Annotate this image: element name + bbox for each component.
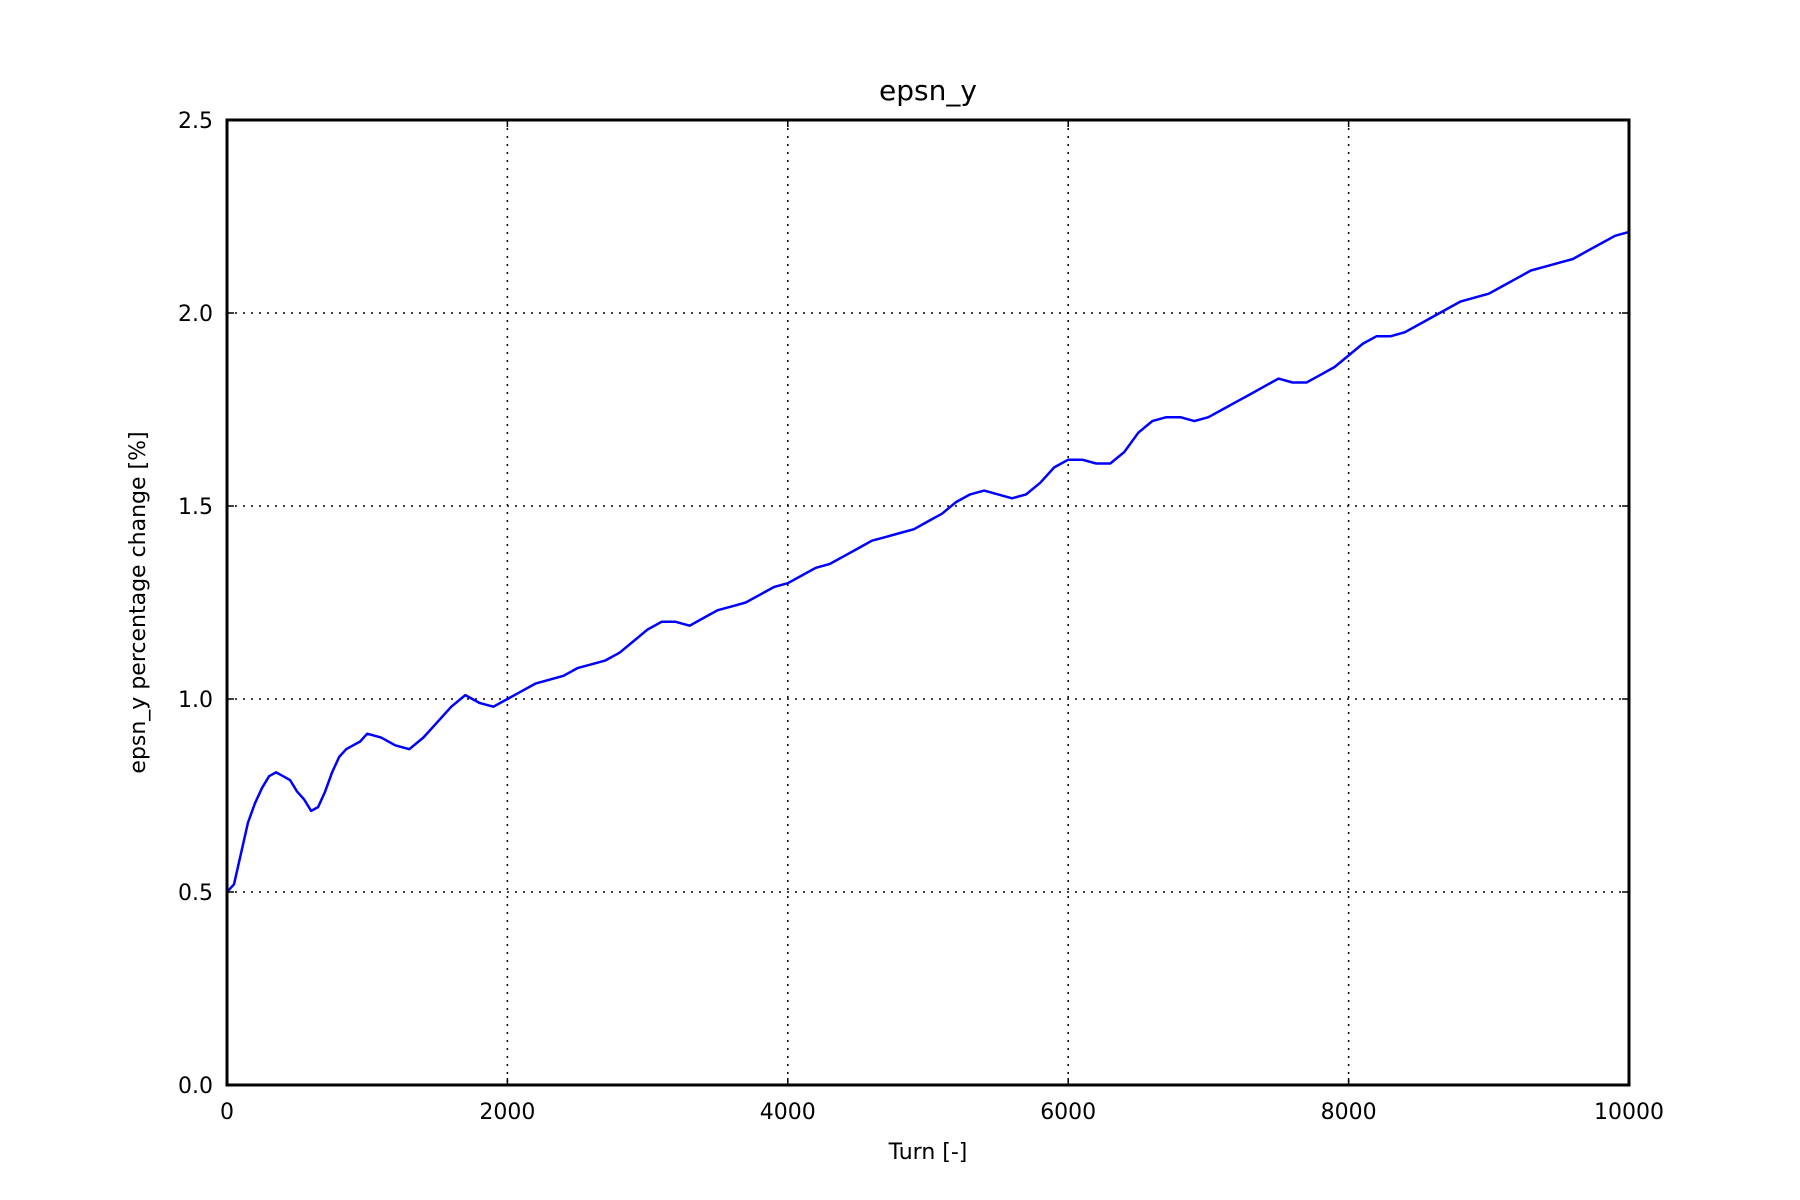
series-line: [226, 230, 1630, 893]
plot-frame: [225, 118, 1631, 1087]
x-axis-label: Turn [-]: [888, 1140, 968, 1165]
chart-title: epsn_y: [879, 74, 977, 107]
y-tick-label: 2.0: [178, 302, 213, 327]
y-tick-label: 0.0: [178, 1074, 213, 1099]
x-tick-label: 0: [220, 1100, 234, 1125]
x-tick-label: 2000: [479, 1100, 535, 1125]
x-tick-label: 6000: [1040, 1100, 1096, 1125]
y-tick-label: 0.5: [178, 881, 213, 906]
grid-lines: [227, 120, 1629, 1085]
x-tick-label: 4000: [760, 1100, 816, 1125]
y-tick-label: 1.5: [178, 495, 213, 520]
x-tick-label: 8000: [1321, 1100, 1377, 1125]
y-tick-label: 1.0: [178, 688, 213, 713]
y-tick-label: 2.5: [178, 109, 213, 134]
y-axis-label: epsn_y percentage change [%]: [126, 431, 151, 773]
axis-ticks: 0 2000 4000 6000 8000 10000 0.0 0.5 1.0 1.5 2.0 2.5: [178, 109, 1664, 1125]
line-layer: [226, 230, 1630, 893]
x-tick-label: 10000: [1594, 1100, 1664, 1125]
